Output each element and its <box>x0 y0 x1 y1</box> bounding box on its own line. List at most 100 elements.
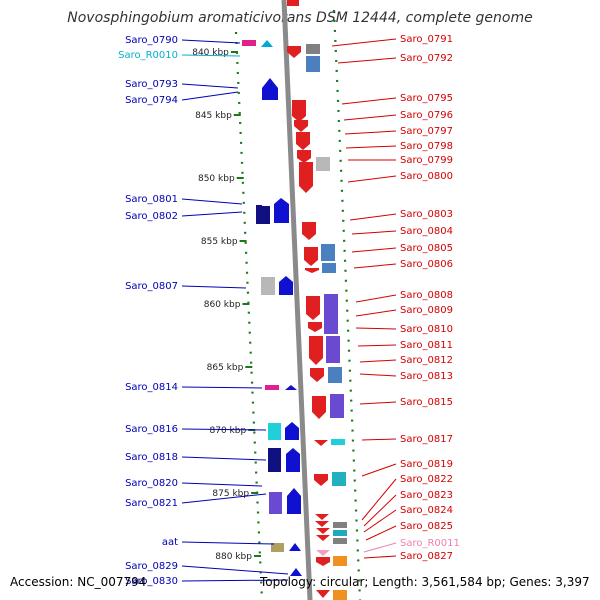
gene-arrow[interactable] <box>314 474 328 486</box>
right-gene-label[interactable]: Saro_0823 <box>400 490 453 501</box>
right-gene-label[interactable]: Saro_R0011 <box>400 538 460 549</box>
gene-arrow[interactable] <box>287 46 301 58</box>
gene-arrow[interactable] <box>310 368 324 382</box>
right-gene-label[interactable]: Saro_0806 <box>400 259 453 270</box>
gene-block[interactable] <box>333 556 347 566</box>
left-gene-label[interactable]: Saro_0793 <box>125 79 178 90</box>
gene-arrow[interactable] <box>304 247 318 266</box>
gene-arrow[interactable] <box>279 276 293 295</box>
right-gene-label[interactable]: Saro_0792 <box>400 53 453 64</box>
right-gene-label[interactable]: Saro_0797 <box>400 126 453 137</box>
gene-arrow[interactable] <box>292 100 306 122</box>
gene-arrow[interactable] <box>289 543 301 551</box>
right-gene-label[interactable]: Saro_0809 <box>400 305 453 316</box>
gene-block[interactable] <box>316 157 330 171</box>
right-gene-label[interactable]: Saro_0791 <box>400 34 453 45</box>
gene-arrow[interactable] <box>262 78 278 100</box>
gene-block[interactable] <box>333 522 347 528</box>
gene-arrow[interactable] <box>316 550 330 556</box>
gene-arrow[interactable] <box>274 198 289 223</box>
gene-block[interactable] <box>326 336 340 363</box>
gene-arrow[interactable] <box>294 120 308 132</box>
left-gene-label[interactable]: Saro_0794 <box>125 95 178 106</box>
right-gene-label[interactable]: Saro_0824 <box>400 505 453 516</box>
left-gene-label[interactable]: Saro_0790 <box>125 35 178 46</box>
gene-arrow[interactable] <box>286 448 300 472</box>
gene-arrow[interactable] <box>261 40 273 47</box>
right-gene-label[interactable]: Saro_0827 <box>400 551 453 562</box>
gene-block[interactable] <box>328 367 342 383</box>
gene-block[interactable] <box>269 492 282 514</box>
right-gene-label[interactable]: Saro_0812 <box>400 355 453 366</box>
gene-block[interactable] <box>306 44 320 54</box>
right-gene-label[interactable]: Saro_0810 <box>400 324 453 335</box>
left-gene-label[interactable]: Saro_0814 <box>125 382 178 393</box>
gene-block[interactable] <box>324 294 338 334</box>
gene-arrow[interactable] <box>314 440 328 446</box>
right-gene-label[interactable]: Saro_0811 <box>400 340 453 351</box>
left-gene-label[interactable]: Saro_0820 <box>125 478 178 489</box>
right-gene-label[interactable]: Saro_0795 <box>400 93 453 104</box>
right-gene-label[interactable]: Saro_0805 <box>400 243 453 254</box>
gene-block[interactable] <box>322 263 336 273</box>
gene-arrow[interactable] <box>308 322 322 332</box>
gene-arrow[interactable] <box>315 514 329 520</box>
gene-block[interactable] <box>321 244 335 261</box>
left-gene-label[interactable]: Saro_0801 <box>125 194 178 205</box>
right-gene-label[interactable]: Saro_0808 <box>400 290 453 301</box>
left-gene-label[interactable]: Saro_0802 <box>125 211 178 222</box>
gene-arrow[interactable] <box>316 590 330 598</box>
gene-arrow[interactable] <box>316 528 330 534</box>
right-gene-label[interactable]: Saro_0813 <box>400 371 453 382</box>
gene-block[interactable] <box>332 472 346 486</box>
gene-arrow[interactable] <box>256 206 270 224</box>
left-gene-label[interactable]: Saro_0816 <box>125 424 178 435</box>
gene-block[interactable] <box>333 530 347 536</box>
right-gene-label[interactable]: Saro_0798 <box>400 141 453 152</box>
gene-arrow[interactable] <box>306 296 320 320</box>
gene-block[interactable] <box>333 590 347 600</box>
gene-block[interactable] <box>331 439 345 445</box>
gene-arrow[interactable] <box>287 488 301 514</box>
gene-block[interactable] <box>242 40 256 46</box>
left-gene-label[interactable]: Saro_R0010 <box>118 50 178 61</box>
right-gene-label[interactable]: Saro_0796 <box>400 110 453 121</box>
left-gene-label[interactable]: Saro_0807 <box>125 281 178 292</box>
gene-arrow[interactable] <box>285 422 299 440</box>
gene-block[interactable] <box>261 277 275 295</box>
gene-arrow[interactable] <box>312 396 326 419</box>
right-gene-label[interactable]: Saro_0800 <box>400 171 453 182</box>
gene-block[interactable] <box>330 394 344 418</box>
gene-block[interactable] <box>268 448 281 472</box>
gene-block[interactable] <box>333 538 347 544</box>
right-gene-label[interactable]: Saro_0803 <box>400 209 453 220</box>
right-gene-label[interactable]: Saro_0799 <box>400 155 453 166</box>
left-gene-label[interactable]: Saro_0818 <box>125 452 178 463</box>
left-gene-label[interactable]: aat <box>162 537 178 548</box>
gene-arrow[interactable] <box>302 222 316 240</box>
gene-arrow[interactable] <box>316 557 330 566</box>
gene-arrow[interactable] <box>316 535 330 541</box>
right-gene-label[interactable]: Saro_0822 <box>400 474 453 485</box>
right-gene-label[interactable]: Saro_0815 <box>400 397 453 408</box>
right-gene-label[interactable]: Saro_0804 <box>400 226 453 237</box>
gene-block[interactable] <box>287 0 299 6</box>
left-gene-label[interactable]: Saro_0829 <box>125 561 178 572</box>
right-gene-label[interactable]: Saro_0817 <box>400 434 453 445</box>
gene-block[interactable] <box>265 385 279 390</box>
right-gene-label[interactable]: Saro_0819 <box>400 459 453 470</box>
gene-arrow[interactable] <box>290 568 302 576</box>
gene-block[interactable] <box>271 543 284 552</box>
gene-arrow[interactable] <box>297 150 311 163</box>
gene-arrow[interactable] <box>299 162 313 193</box>
gene-arrow[interactable] <box>296 132 310 150</box>
left-gene-label[interactable]: Saro_0830 <box>125 576 178 587</box>
gene-block[interactable] <box>268 423 281 440</box>
gene-arrow[interactable] <box>285 385 297 390</box>
gene-block[interactable] <box>306 56 320 72</box>
left-gene-label[interactable]: Saro_0821 <box>125 498 178 509</box>
right-gene-label[interactable]: Saro_0825 <box>400 521 453 532</box>
gene-arrow[interactable] <box>315 521 329 527</box>
gene-arrow[interactable] <box>305 268 319 273</box>
gene-arrow[interactable] <box>309 336 323 365</box>
